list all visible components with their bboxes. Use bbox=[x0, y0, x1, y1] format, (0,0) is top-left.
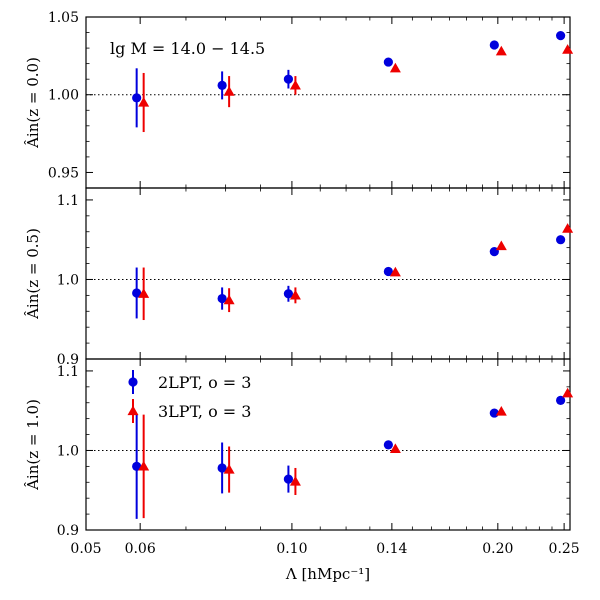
data-point bbox=[138, 460, 150, 471]
data-point bbox=[283, 289, 294, 299]
data-point bbox=[289, 289, 301, 300]
y-tick-label: 0.9 bbox=[57, 523, 79, 539]
x-axis-label: Λ [hMpc⁻¹] bbox=[285, 565, 370, 583]
data-point bbox=[132, 288, 142, 298]
x-tick-label: 0.05 bbox=[70, 541, 101, 557]
data-point bbox=[283, 474, 294, 484]
y-tick-label: 1.1 bbox=[57, 364, 79, 380]
legend-label: 2LPT, o = 3 bbox=[158, 373, 251, 392]
y-tick-label: 0.9 bbox=[57, 352, 79, 368]
panel-1: 0.95 1.00 1.05 Âin(z = 0.0) bbox=[24, 10, 574, 189]
data-point bbox=[562, 44, 574, 54]
panel-3: 0.9 1.0 1.1 Âin(z = 1.0) bbox=[24, 358, 574, 539]
x-tick-label: 0.10 bbox=[276, 541, 307, 557]
series-3lpt bbox=[138, 387, 574, 519]
data-point bbox=[562, 223, 574, 233]
data-point bbox=[223, 86, 235, 96]
data-point bbox=[495, 405, 507, 416]
y-axis-label: Âin(z = 0.0) bbox=[24, 57, 42, 149]
y-tick-label: 1.0 bbox=[57, 443, 79, 459]
y-tick-label: 1.00 bbox=[48, 88, 79, 104]
data-point bbox=[383, 57, 393, 67]
panel-2: 0.9 1.0 1.1 Âin(z = 0.5) bbox=[24, 187, 574, 368]
data-point bbox=[217, 463, 227, 473]
legend-marker bbox=[127, 405, 139, 416]
data-point bbox=[289, 79, 301, 90]
data-point bbox=[389, 62, 401, 73]
data-point bbox=[289, 475, 301, 486]
x-tick-label: 0.14 bbox=[376, 541, 407, 557]
data-point bbox=[223, 294, 235, 305]
y-axis-label: Âin(z = 0.5) bbox=[24, 228, 42, 320]
data-point bbox=[389, 266, 401, 277]
panel-annotation: lg M = 14.0 − 14.5 bbox=[110, 39, 265, 58]
data-point bbox=[556, 395, 566, 405]
data-point bbox=[283, 74, 294, 84]
x-tick-label: 0.20 bbox=[482, 541, 513, 557]
y-tick-label: 1.1 bbox=[57, 193, 79, 209]
data-point bbox=[389, 443, 401, 453]
panel-frame bbox=[85, 187, 571, 360]
legend-label: 3LPT, o = 3 bbox=[158, 402, 251, 421]
series-2lpt bbox=[132, 395, 566, 519]
data-point bbox=[217, 80, 227, 90]
y-tick-label: 0.95 bbox=[48, 165, 79, 181]
data-point bbox=[495, 45, 507, 56]
y-tick-label: 1.05 bbox=[48, 10, 79, 26]
data-point bbox=[132, 461, 142, 471]
series-3lpt bbox=[138, 44, 574, 133]
data-point bbox=[217, 293, 227, 304]
series-3lpt bbox=[138, 223, 574, 321]
y-tick-label: 1.0 bbox=[57, 272, 79, 288]
data-point bbox=[383, 266, 393, 277]
data-point bbox=[495, 240, 507, 251]
legend: 2LPT, o = 3 3LPT, o = 3 bbox=[127, 370, 251, 423]
x-tick-label: 0.25 bbox=[549, 541, 580, 557]
data-point bbox=[383, 440, 393, 450]
data-point bbox=[562, 387, 574, 398]
panel-frame bbox=[85, 358, 571, 531]
data-point bbox=[138, 288, 150, 298]
data-point bbox=[132, 93, 142, 103]
y-axis-label: Âin(z = 1.0) bbox=[24, 399, 42, 491]
x-tick-label: 0.06 bbox=[125, 541, 156, 557]
series-2lpt bbox=[132, 31, 566, 128]
data-point bbox=[556, 235, 566, 245]
data-point bbox=[223, 464, 235, 474]
data-point bbox=[489, 40, 499, 50]
data-point bbox=[138, 97, 150, 107]
legend-marker bbox=[128, 377, 138, 387]
data-point bbox=[556, 31, 566, 41]
